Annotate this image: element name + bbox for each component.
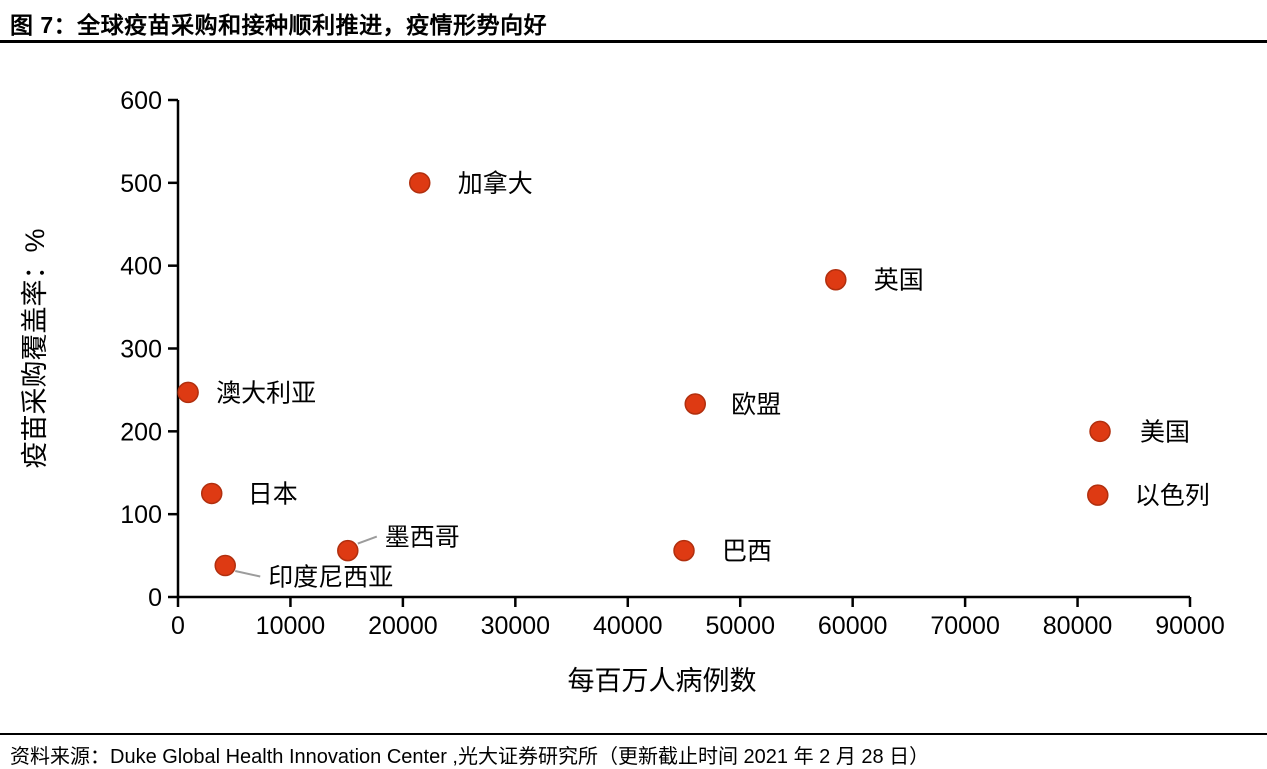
data-point <box>409 172 431 194</box>
leader-line <box>357 535 378 545</box>
data-point <box>1087 484 1109 506</box>
data-point <box>825 268 847 291</box>
point-label: 墨西哥 <box>385 524 460 552</box>
data-point <box>684 393 706 415</box>
y-tick-label: 500 <box>120 170 162 198</box>
title-divider <box>0 40 1267 43</box>
x-tick-label: 30000 <box>481 612 551 640</box>
x-tick-label: 50000 <box>705 612 775 640</box>
x-tick-label: 80000 <box>1043 612 1113 640</box>
data-point <box>214 554 236 577</box>
x-tick-label: 60000 <box>818 612 888 640</box>
point-label: 英国 <box>874 267 924 295</box>
figure-title: 图 7：全球疫苗采购和接种顺利推进，疫情形势向好 <box>10 12 548 38</box>
y-axis-label: 疫苗采购覆盖率：% <box>20 228 50 468</box>
x-tick-label: 0 <box>171 612 185 640</box>
point-label: 欧盟 <box>731 391 781 419</box>
x-tick-label: 20000 <box>368 612 438 640</box>
x-tick-label: 40000 <box>593 612 663 640</box>
data-point <box>673 539 695 562</box>
x-tick-label: 10000 <box>256 612 326 640</box>
y-tick-label: 0 <box>148 584 162 612</box>
y-tick-label: 300 <box>120 336 162 364</box>
point-label: 印度尼西亚 <box>268 564 393 592</box>
point-label: 日本 <box>248 480 298 508</box>
point-label: 美国 <box>1140 418 1190 446</box>
y-tick-label: 600 <box>120 87 162 115</box>
y-tick-label: 200 <box>120 418 162 446</box>
leader-line <box>235 570 261 578</box>
point-label: 加拿大 <box>458 170 533 198</box>
x-tick-label: 70000 <box>930 612 1000 640</box>
point-label: 以色列 <box>1135 482 1210 510</box>
source-note: 资料来源：Duke Global Health Innovation Cente… <box>10 746 930 768</box>
point-label: 巴西 <box>722 538 772 566</box>
y-tick-label: 100 <box>120 501 162 529</box>
x-axis-label: 每百万人病例数 <box>568 666 757 696</box>
footer-divider <box>0 733 1267 735</box>
data-point <box>337 539 359 562</box>
data-point <box>1089 420 1111 443</box>
point-label: 澳大利亚 <box>216 379 316 407</box>
y-tick-label: 400 <box>120 253 162 281</box>
x-tick-label: 90000 <box>1155 612 1225 640</box>
data-point <box>200 482 223 505</box>
data-point <box>177 381 199 404</box>
